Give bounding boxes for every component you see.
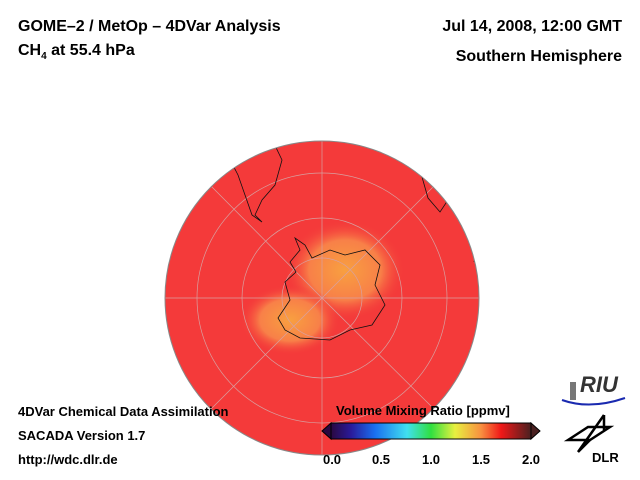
colorbar [321, 421, 541, 441]
species-subscript: 4 [41, 51, 47, 63]
species: CH [18, 42, 42, 59]
date: Jul 14, 2008, 12:00 GMT [442, 18, 622, 35]
dlr-logo [563, 414, 615, 453]
footer-line: SACADA Version 1.7 [18, 428, 146, 443]
colorbar-tick: 0.5 [371, 452, 391, 467]
colorbar-tick: 1.0 [421, 452, 441, 467]
colorbar-tick: 1.5 [471, 452, 491, 467]
south-america-outline [219, 141, 283, 223]
colorbar-tick: 0.0 [322, 452, 342, 467]
colorbar-title: Volume Mixing Ratio [ppmv] [336, 403, 510, 418]
riu-logo [561, 382, 626, 406]
footer-line: 4DVar Chemical Data Assimilation [18, 404, 229, 419]
riu-logo-text: RIU [580, 372, 618, 397]
colorbar-gradient [330, 422, 532, 440]
dlr-logo-text: DLR [592, 450, 619, 465]
footer-url: http://wdc.dlr.de [18, 452, 118, 467]
colorbar-high-arrow [530, 421, 541, 441]
species-level: CH4 at 55.4 hPa [18, 42, 135, 62]
hemisphere: Southern Hemisphere [455, 48, 622, 65]
colorbar-tick: 2.0 [521, 452, 541, 467]
title: GOME–2 / MetOp – 4DVar Analysis [18, 18, 281, 35]
level: at 55.4 hPa [46, 42, 135, 59]
antarctica-outline [277, 236, 386, 341]
graticule [165, 141, 479, 455]
